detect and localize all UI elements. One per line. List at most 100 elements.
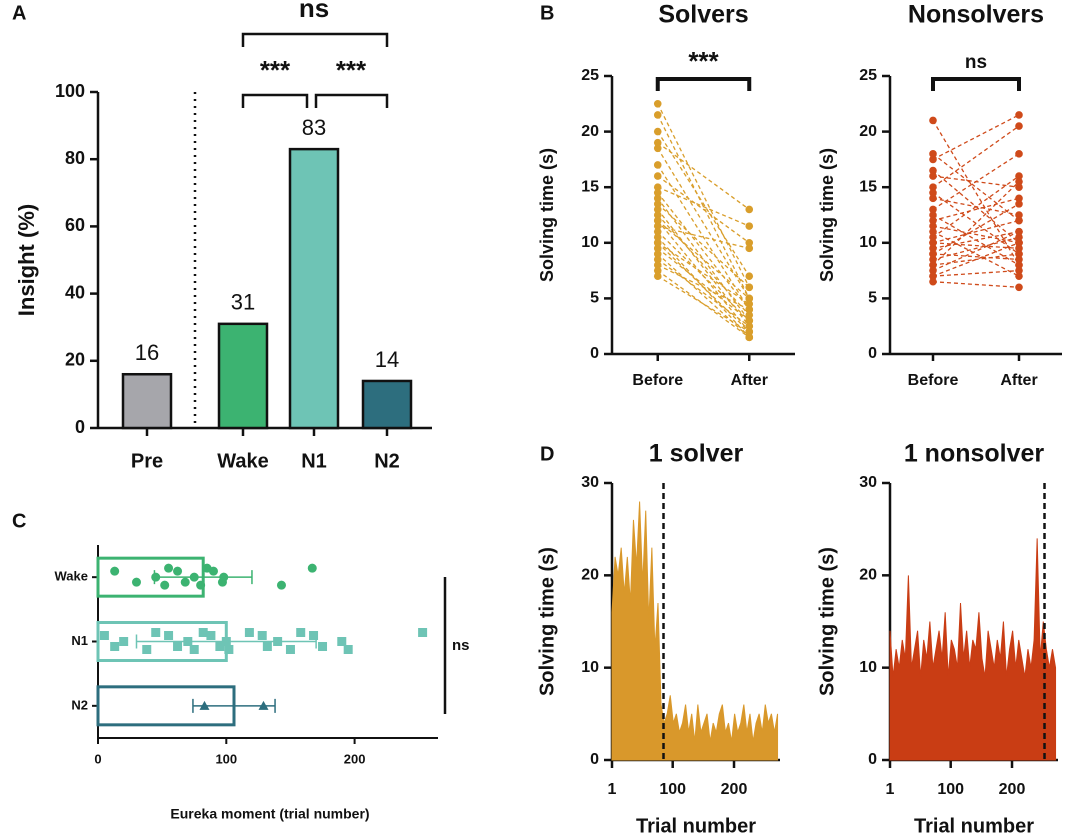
pair-line [657, 231, 750, 322]
y-tick-label: 30 [859, 474, 877, 491]
point [653, 161, 662, 169]
x-axis-label: Trial number [914, 815, 1034, 837]
point [418, 628, 428, 637]
point [219, 572, 229, 582]
point [262, 642, 272, 651]
x-tick-label: N2 [374, 450, 400, 472]
y-tick-label: 20 [65, 350, 85, 370]
point [653, 200, 662, 208]
x-tick-label: 100 [937, 781, 964, 798]
point [1015, 261, 1023, 269]
y-tick-label: 10 [581, 659, 599, 676]
pair-line [932, 197, 1020, 222]
y-axis-label: Insight (%) [14, 204, 39, 316]
point [296, 628, 306, 637]
pair-line [657, 247, 750, 322]
point [929, 166, 937, 175]
significance-label: ns [299, 0, 329, 23]
pair-line [932, 114, 1020, 160]
value-label: 14 [375, 347, 399, 372]
point [653, 144, 662, 153]
point [309, 631, 319, 640]
y-tick-label: 10 [859, 659, 877, 676]
point [1015, 250, 1023, 258]
y-tick-label: 20 [581, 123, 599, 140]
point [929, 255, 937, 264]
x-tick-label: 200 [721, 781, 748, 798]
point [343, 645, 353, 654]
y-axis-label: Solving time (s) [536, 547, 558, 696]
point [929, 188, 937, 197]
bar [288, 147, 340, 430]
significance-bracket [241, 93, 309, 108]
point [653, 111, 662, 119]
pair-line [932, 236, 1020, 261]
point [929, 277, 937, 286]
point [745, 300, 754, 308]
y-tick-label: 15 [859, 178, 877, 195]
pair-line [932, 125, 1020, 188]
point [1015, 266, 1023, 275]
x-tick-label: 1 [608, 781, 617, 798]
point [221, 637, 231, 646]
point [929, 250, 937, 258]
point [929, 150, 937, 158]
point [745, 239, 754, 247]
panel-label: D [540, 443, 554, 465]
pair-line [932, 242, 1020, 277]
panel-label: C [12, 510, 26, 532]
point [929, 261, 937, 269]
point [929, 216, 937, 225]
pair-line [657, 142, 750, 210]
point [929, 222, 937, 230]
point [1015, 211, 1023, 219]
y-tick-label: 0 [868, 751, 877, 768]
point [1015, 111, 1023, 119]
point [224, 645, 234, 654]
point [929, 155, 937, 164]
point [151, 628, 161, 637]
pair-line [657, 264, 750, 311]
point [1015, 272, 1023, 280]
significance-bracket [314, 93, 389, 108]
significance-label: *** [336, 55, 367, 85]
y-tick-label: 30 [581, 474, 599, 491]
x-axis-label: Trial number [636, 815, 756, 837]
pair-line [657, 242, 750, 305]
bar [217, 322, 269, 430]
point [173, 642, 183, 651]
pair-line [932, 281, 1020, 288]
y-tick-label: 15 [581, 178, 599, 195]
y-tick-label: 20 [859, 123, 877, 140]
pair-line [657, 258, 750, 327]
x-tick-label: Before [908, 372, 959, 389]
panel-label: A [12, 2, 26, 24]
point [1015, 194, 1023, 203]
point [653, 227, 662, 236]
point [1015, 177, 1023, 186]
point [653, 183, 662, 191]
panel-label: B [540, 2, 554, 24]
point [1015, 200, 1023, 208]
point [745, 333, 754, 342]
point [189, 572, 199, 582]
bar [361, 379, 413, 430]
point [653, 266, 662, 275]
pair-line [657, 214, 750, 316]
x-tick-label: 200 [999, 781, 1026, 798]
pair-line [932, 153, 1020, 210]
pair-line [657, 236, 750, 338]
y-axis-label: Solving time (s) [816, 547, 838, 696]
pair-line [657, 103, 750, 288]
point [929, 172, 937, 180]
point [653, 172, 662, 180]
x-tick-label: 200 [344, 751, 366, 766]
point [1015, 244, 1023, 253]
pair-line [657, 192, 750, 310]
point [1015, 283, 1023, 292]
point [215, 642, 225, 651]
point [183, 637, 193, 646]
significance-bracket [931, 77, 1021, 91]
x-tick-label: N1 [301, 450, 327, 472]
